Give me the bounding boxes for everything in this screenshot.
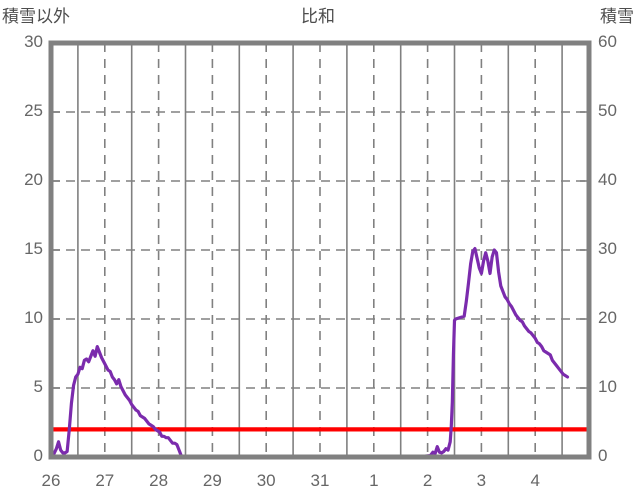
right-axis-tick-label: 20 — [598, 308, 617, 327]
x-axis-tick-label: 1 — [369, 471, 379, 490]
x-axis-tick-label: 4 — [530, 471, 540, 490]
left-axis-tick-label: 5 — [33, 377, 43, 396]
left-axis-name-label: 積雪以外 — [2, 7, 70, 26]
left-axis-tick-label: 15 — [24, 239, 43, 258]
right-axis-tick-label: 40 — [598, 170, 617, 189]
x-axis-tick-label: 28 — [149, 471, 169, 490]
right-axis-tick-label: 30 — [598, 239, 617, 258]
left-axis-tick-label: 30 — [24, 32, 43, 51]
plot-frame-group — [48, 40, 592, 460]
series-line-group — [49, 247, 570, 458]
plot-frame — [48, 40, 592, 460]
x-axis-tick-label: 2 — [422, 471, 433, 490]
right-axis-tick-label: 0 — [598, 446, 608, 465]
series-line-snow — [49, 247, 570, 458]
gridlines-group — [51, 42, 589, 457]
x-axis-tick-label: 27 — [95, 471, 115, 490]
left-axis-tick-label: 10 — [24, 308, 43, 327]
x-axis-tick-label: 30 — [256, 471, 276, 490]
right-axis-tick-label: 10 — [598, 377, 617, 396]
right-axis-tick-label: 60 — [598, 32, 617, 51]
chart-title: 比和 — [301, 7, 335, 26]
left-axis-tick-label: 25 — [24, 101, 43, 120]
left-axis-tick-label: 20 — [24, 170, 43, 189]
x-axis-tick-label: 3 — [476, 471, 487, 490]
right-axis-tick-label: 50 — [598, 101, 617, 120]
left-axis-tick-label: 0 — [33, 446, 43, 465]
x-axis-tick-label: 26 — [41, 471, 61, 490]
right-axis-name-label: 積雪 — [600, 7, 634, 26]
x-axis-tick-label: 31 — [310, 471, 330, 490]
x-axis-tick-label: 29 — [202, 471, 222, 490]
